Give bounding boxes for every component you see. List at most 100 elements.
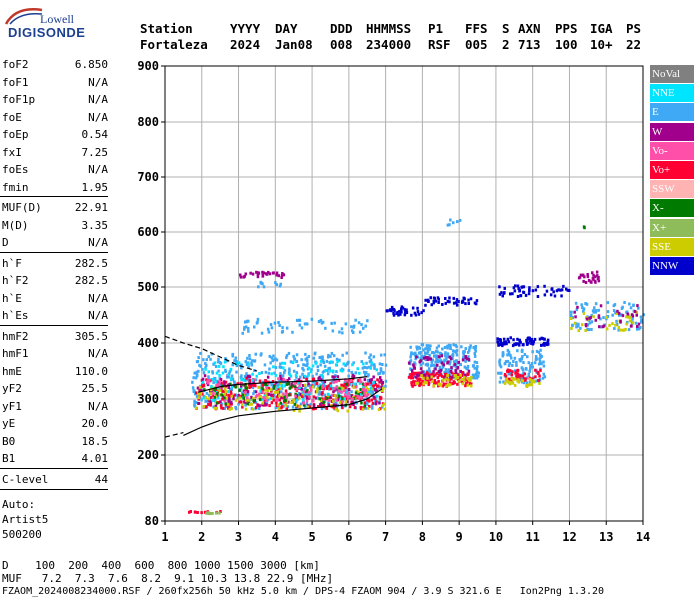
echo-point <box>336 375 340 379</box>
echo-point <box>263 363 267 367</box>
echo-point <box>525 338 528 342</box>
echo-point <box>335 398 338 402</box>
echo-point <box>327 398 331 402</box>
echo-point <box>606 310 610 314</box>
echo-point <box>543 375 547 379</box>
echo-point <box>623 301 626 304</box>
echo-point <box>251 386 255 389</box>
param-separator <box>0 489 108 490</box>
param-b1: B1 4.01 <box>2 452 108 466</box>
echo-point <box>219 393 222 397</box>
echo-point <box>363 391 366 395</box>
echo-point <box>466 383 470 387</box>
echo-point <box>434 381 437 385</box>
echo-point <box>570 310 573 314</box>
echo-point <box>506 337 510 341</box>
echo-point <box>515 375 519 379</box>
echo-point <box>456 220 459 224</box>
echo-point <box>444 358 447 362</box>
echo-point <box>239 400 243 404</box>
param-separator <box>0 196 108 197</box>
echo-point <box>266 396 269 399</box>
echo-point <box>475 299 479 303</box>
echo-point <box>252 399 255 403</box>
echo-point <box>346 400 349 404</box>
echo-point <box>594 309 598 313</box>
echo-point <box>319 359 323 363</box>
param-value: N/A <box>88 75 108 89</box>
echo-point <box>415 371 418 375</box>
echo-point <box>341 353 344 357</box>
echo-point <box>512 360 515 363</box>
echo-point <box>202 405 205 408</box>
echo-point <box>391 307 394 311</box>
echo-point <box>277 407 281 411</box>
echo-point <box>463 377 466 381</box>
echo-point <box>441 303 444 306</box>
echo-point <box>226 375 229 379</box>
echo-point <box>330 380 334 384</box>
echo-point <box>584 281 588 284</box>
echo-point <box>636 327 639 331</box>
echo-point <box>366 374 370 378</box>
echo-point <box>329 387 333 391</box>
echo-point <box>236 362 239 366</box>
echo-point <box>630 324 633 328</box>
echo-point <box>214 365 218 368</box>
echo-point <box>449 369 453 373</box>
echo-point <box>518 288 521 292</box>
echo-point <box>576 305 579 309</box>
echo-point <box>628 302 631 306</box>
echo-point <box>256 317 260 321</box>
echo-point <box>506 348 510 352</box>
echo-point <box>420 343 424 347</box>
echo-point <box>520 285 523 289</box>
echo-point <box>350 329 354 333</box>
echo-point <box>306 362 309 366</box>
param-value: 0.54 <box>81 128 109 141</box>
param-fof1p: foF1p N/A <box>2 93 108 107</box>
echo-point <box>328 397 331 400</box>
echo-point <box>310 368 313 372</box>
echo-point <box>219 400 222 404</box>
echo-point <box>298 323 302 327</box>
y-tick-label-500: 500 <box>137 280 159 294</box>
echo-point <box>356 367 359 371</box>
echo-point <box>509 292 512 296</box>
echo-point <box>264 395 268 399</box>
echo-point <box>508 382 512 386</box>
echo-point <box>440 361 444 365</box>
echo-point <box>326 355 330 359</box>
echo-point <box>348 395 351 399</box>
echo-point <box>597 315 601 319</box>
echo-point <box>220 381 223 385</box>
echo-point <box>329 395 333 399</box>
echo-point <box>468 346 471 349</box>
echo-point <box>498 360 501 364</box>
echo-point <box>611 313 614 317</box>
header-value-10: 10+ <box>590 37 613 52</box>
echo-point <box>361 382 365 386</box>
echo-point <box>456 376 460 379</box>
header-value-11: 22 <box>626 37 642 52</box>
echo-point <box>459 369 462 373</box>
legend-item-nne: NNE <box>650 84 694 103</box>
echo-point <box>294 392 297 396</box>
echo-point <box>269 397 272 401</box>
echo-point <box>351 374 354 378</box>
echo-point <box>366 406 370 410</box>
echo-point <box>253 382 256 386</box>
echo-point <box>409 355 412 359</box>
echo-point <box>231 352 235 356</box>
echo-point <box>256 275 260 279</box>
echo-point <box>474 345 477 348</box>
echo-point <box>351 401 355 405</box>
param-hme: hmE 110.0 <box>2 365 108 379</box>
echo-point <box>376 378 379 382</box>
echo-point <box>292 360 295 364</box>
echo-point <box>337 391 340 395</box>
echo-point <box>285 395 289 399</box>
echo-point <box>443 346 447 349</box>
echo-point <box>440 354 443 358</box>
echo-point <box>268 404 271 408</box>
